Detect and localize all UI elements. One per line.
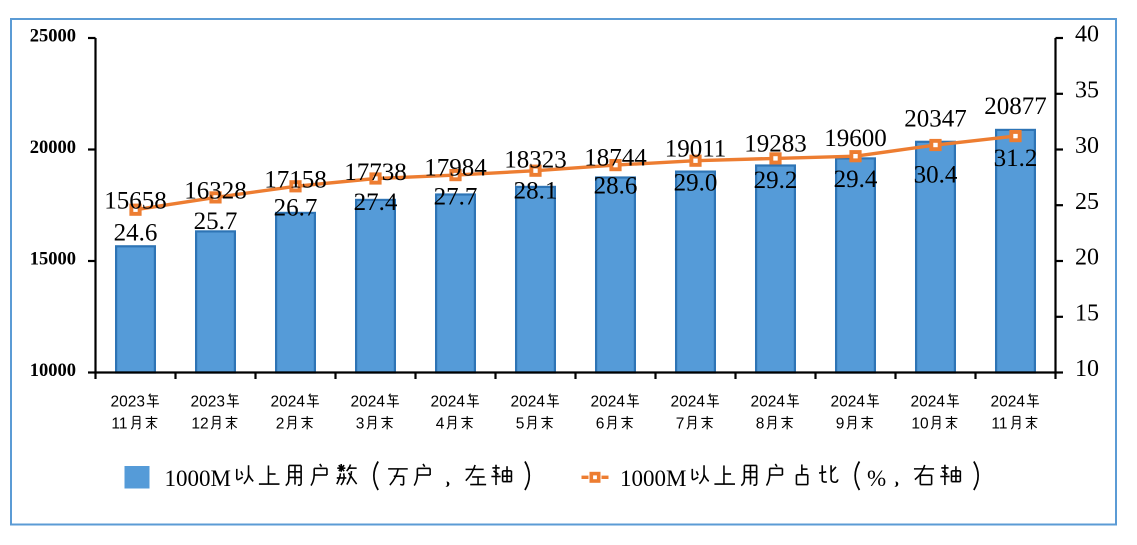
svg-text:19600: 19600	[824, 125, 887, 152]
svg-text:27.7: 27.7	[434, 184, 478, 211]
svg-text:2023: 2023	[191, 393, 225, 410]
svg-text:31.2: 31.2	[994, 145, 1038, 172]
svg-text:2023: 2023	[111, 393, 145, 410]
svg-text:25: 25	[1075, 189, 1099, 215]
svg-text:2024: 2024	[671, 393, 706, 410]
svg-text:6: 6	[596, 415, 605, 432]
svg-text:30.4: 30.4	[914, 162, 958, 189]
svg-text:1000M: 1000M	[165, 466, 231, 491]
svg-text:20347: 20347	[904, 105, 967, 132]
svg-text:10: 10	[911, 415, 929, 432]
svg-text:2024: 2024	[831, 393, 866, 410]
svg-text:18323: 18323	[504, 146, 567, 173]
svg-text:15: 15	[1075, 300, 1099, 326]
svg-text:30: 30	[1075, 133, 1099, 159]
svg-text:2024: 2024	[351, 393, 386, 410]
svg-text:19011: 19011	[665, 135, 727, 162]
svg-text:40: 40	[1075, 22, 1099, 48]
svg-text:20000: 20000	[30, 138, 76, 158]
svg-text:26.7: 26.7	[274, 195, 318, 222]
svg-text:2024: 2024	[271, 393, 306, 410]
svg-text:15000: 15000	[30, 250, 76, 270]
svg-text:4: 4	[436, 415, 445, 432]
svg-text:28.1: 28.1	[514, 178, 558, 205]
svg-text:%: %	[867, 466, 886, 491]
svg-text:20: 20	[1075, 245, 1099, 271]
svg-text:2024: 2024	[751, 393, 786, 410]
svg-text:17738: 17738	[344, 159, 407, 186]
svg-text:2: 2	[276, 415, 285, 432]
svg-text:1000M: 1000M	[620, 466, 686, 491]
svg-text:3: 3	[356, 415, 365, 432]
svg-text:18744: 18744	[584, 145, 647, 172]
svg-text:11: 11	[991, 415, 1007, 432]
svg-text:10: 10	[1075, 356, 1099, 382]
svg-text:2024: 2024	[991, 393, 1026, 410]
svg-text:16328: 16328	[184, 178, 247, 205]
svg-text:25.7: 25.7	[194, 208, 238, 235]
svg-text:29.2: 29.2	[754, 167, 798, 194]
svg-text:35: 35	[1075, 78, 1099, 104]
svg-text:11: 11	[111, 415, 127, 432]
svg-text:20877: 20877	[984, 93, 1047, 120]
svg-text:2024: 2024	[911, 393, 946, 410]
svg-text:29.4: 29.4	[834, 166, 878, 193]
svg-text:27.4: 27.4	[354, 189, 398, 216]
svg-text:2024: 2024	[511, 393, 546, 410]
svg-text:17158: 17158	[264, 166, 327, 193]
svg-text:2024: 2024	[591, 393, 626, 410]
svg-text:24.6: 24.6	[114, 220, 158, 247]
svg-text:28.6: 28.6	[594, 173, 638, 200]
svg-text:12: 12	[191, 415, 208, 432]
svg-text:5: 5	[516, 415, 525, 432]
svg-text:9: 9	[836, 415, 845, 432]
svg-text:29.0: 29.0	[674, 170, 718, 197]
svg-text:17984: 17984	[424, 154, 487, 181]
svg-text:7: 7	[676, 415, 685, 432]
svg-text:8: 8	[756, 415, 765, 432]
svg-text:15658: 15658	[104, 188, 167, 215]
svg-text:19283: 19283	[744, 131, 807, 158]
svg-text:10000: 10000	[30, 361, 76, 381]
svg-text:25000: 25000	[30, 27, 76, 47]
svg-text:2024: 2024	[431, 393, 466, 410]
